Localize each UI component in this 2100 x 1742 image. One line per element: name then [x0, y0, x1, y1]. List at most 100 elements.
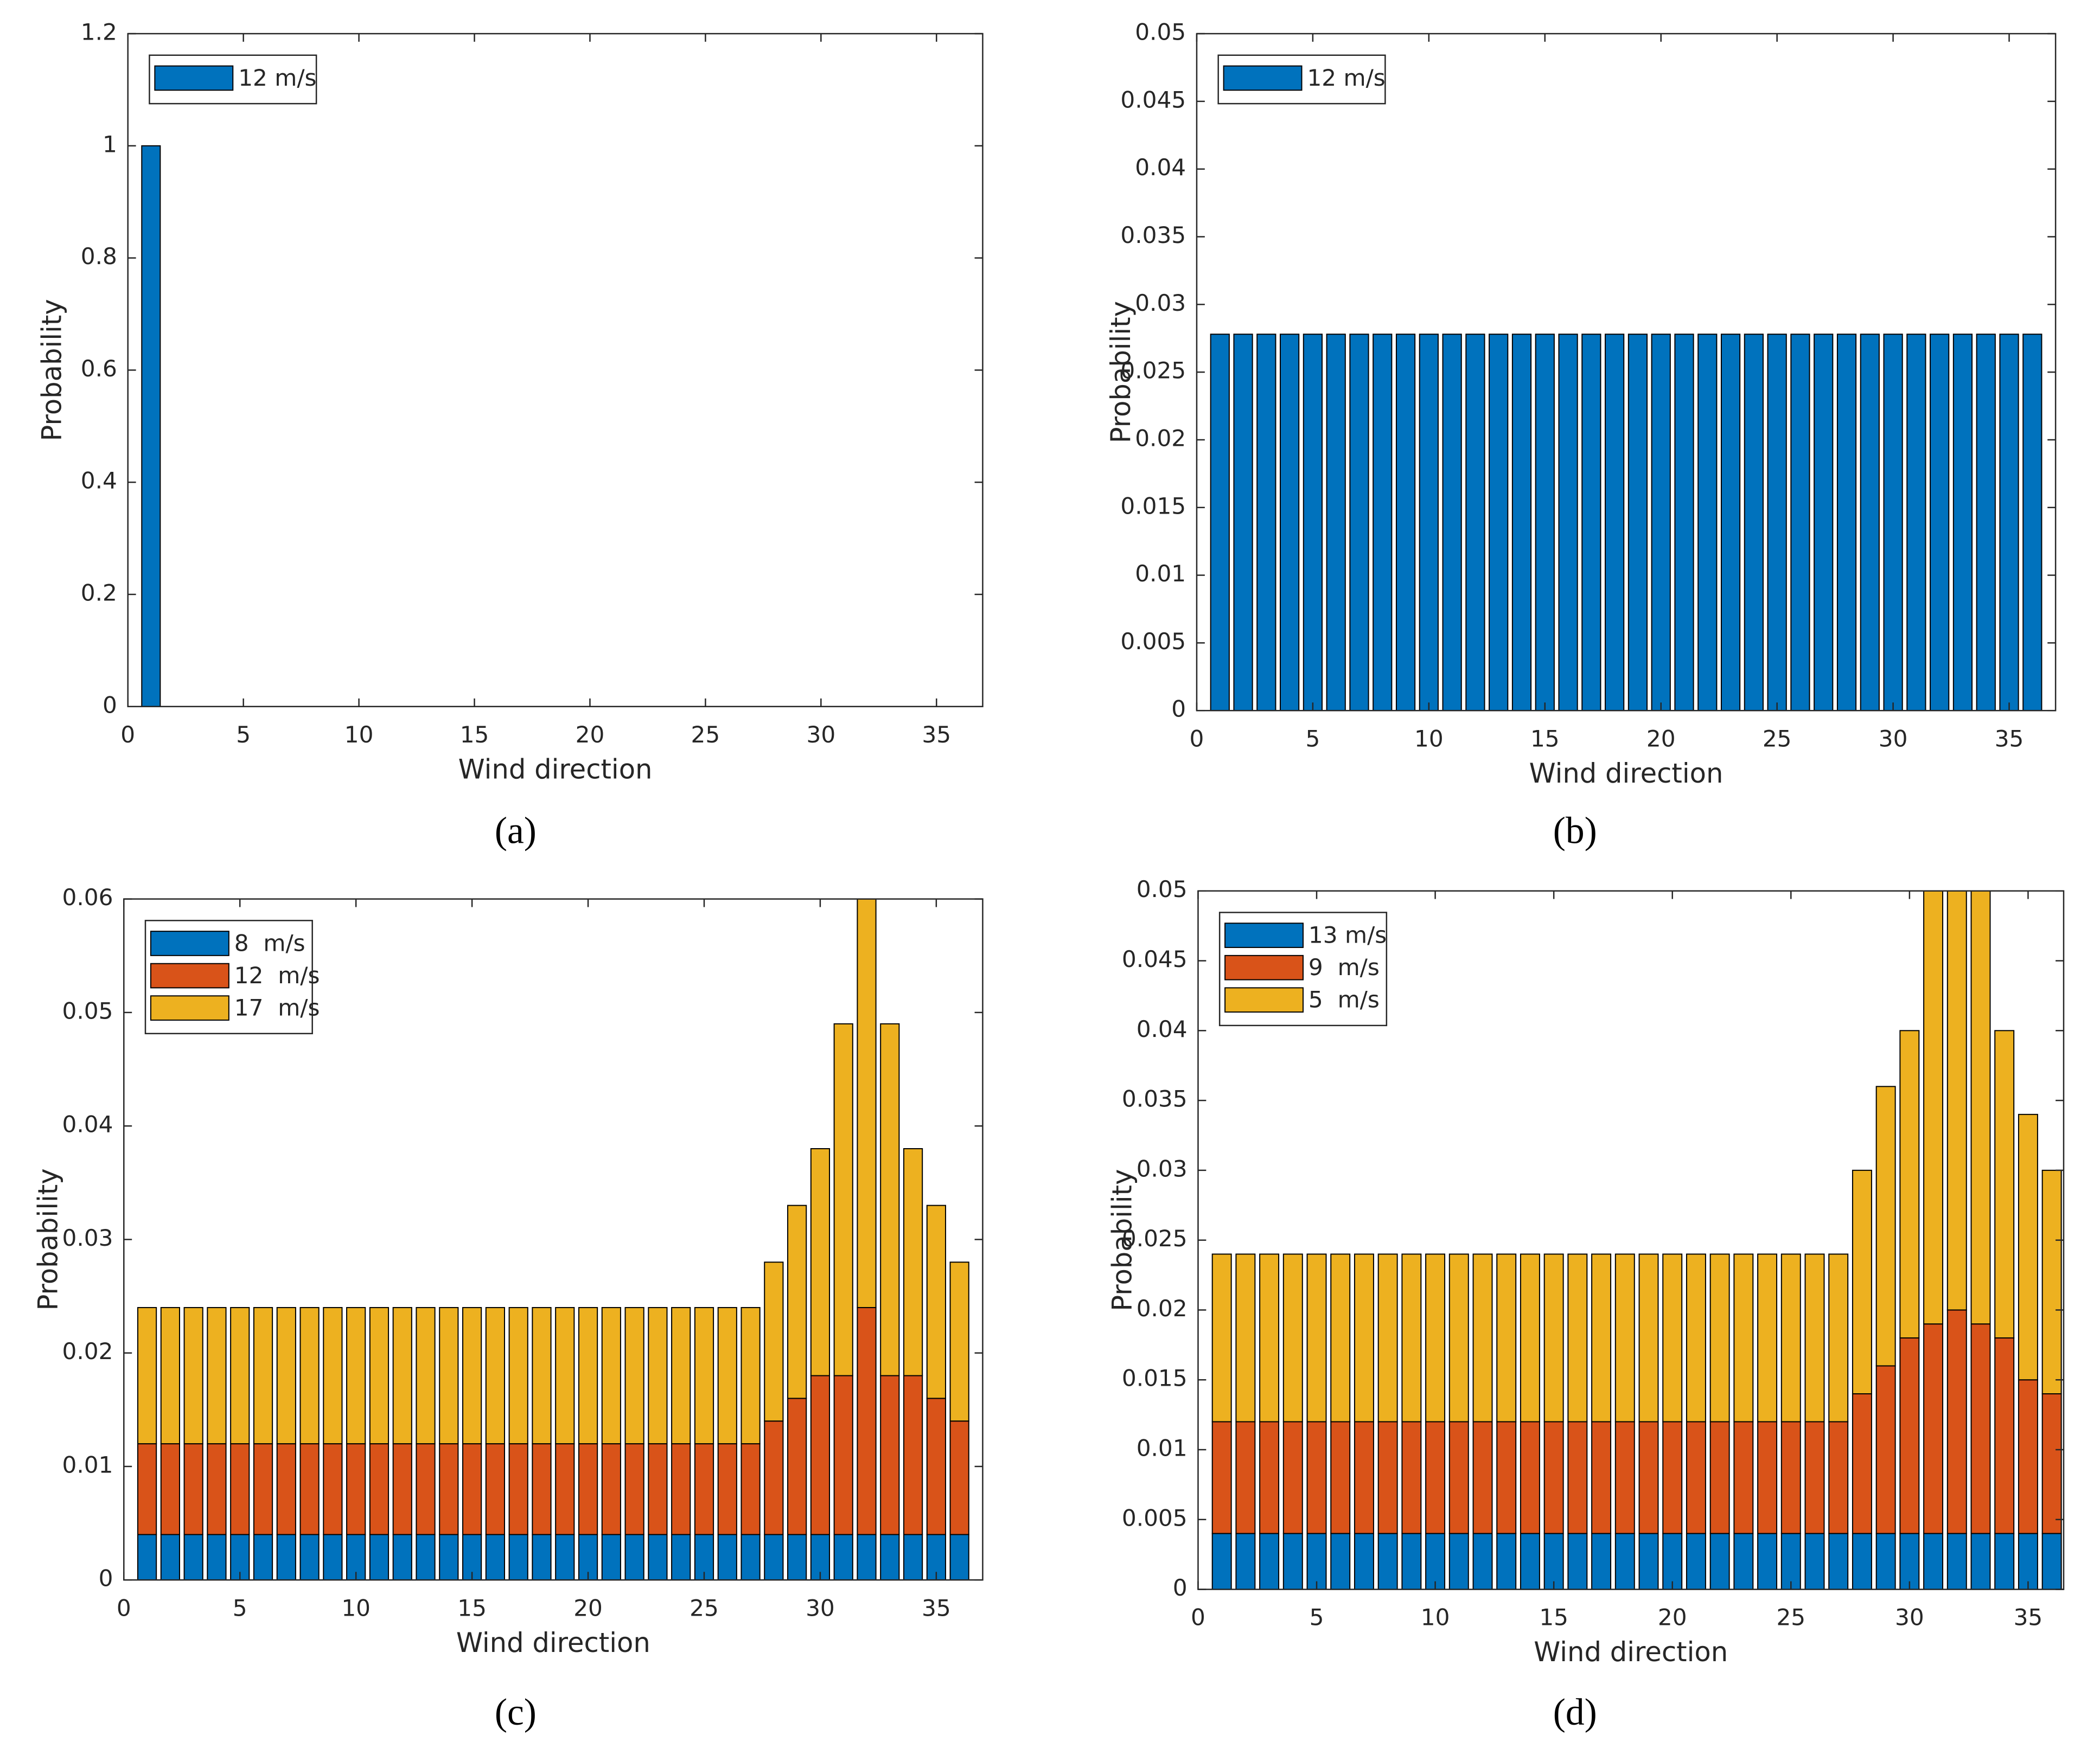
bar-segment	[1591, 1533, 1612, 1590]
bar-segment	[1744, 334, 1764, 711]
plot-area	[127, 34, 983, 707]
y-tick-label: 0.6	[81, 355, 117, 382]
y-tick-label: 1	[103, 131, 117, 157]
bar-segment	[671, 1443, 691, 1535]
bar-segment	[1211, 1533, 1232, 1590]
y-tick-label: 0.01	[1137, 1435, 1188, 1462]
y-tick-label: 0.04	[1137, 1016, 1188, 1042]
x-tick-label: 20	[573, 1594, 603, 1621]
y-tick-label: 0.03	[1135, 290, 1186, 316]
bar-segment	[2018, 1379, 2038, 1534]
bar-segment	[1567, 1253, 1588, 1423]
bar-segment	[1720, 334, 1741, 711]
x-tick-label: 30	[806, 1594, 835, 1621]
x-tick-label: 25	[690, 1594, 719, 1621]
bar-segment	[833, 1375, 853, 1535]
caption: (c)	[495, 1692, 537, 1733]
bar-segment	[439, 1534, 459, 1580]
bar-segment	[2041, 1533, 2062, 1590]
bar-segment	[1923, 1323, 1944, 1534]
bar-segment	[1303, 334, 1323, 711]
bar-segment	[1946, 1533, 1967, 1590]
bar-segment	[1733, 1533, 1754, 1590]
y-tick-label: 0.045	[1120, 86, 1186, 113]
bar-segment	[1605, 334, 1625, 711]
y-tick-label: 0	[103, 691, 117, 718]
bar-segment	[741, 1534, 761, 1580]
bar-segment	[1970, 1533, 1991, 1590]
bar-segment	[1489, 334, 1509, 711]
y-tick-label: 0.06	[62, 884, 113, 911]
y-tick-label: 0.01	[1135, 560, 1186, 587]
bars	[141, 145, 161, 707]
x-tick-label: 25	[691, 721, 720, 748]
bar-segment	[1686, 1533, 1706, 1590]
bar-segment	[903, 1375, 923, 1535]
x-tick-label: 15	[1539, 1604, 1568, 1631]
x-tick-label: 35	[922, 1594, 951, 1621]
x-tick-label: 35	[1995, 725, 2024, 752]
y-tick-label: 0.04	[62, 1111, 113, 1138]
bar-segment	[857, 1534, 877, 1580]
legend-swatch	[150, 995, 229, 1021]
x-tick-label: 0	[117, 1594, 131, 1621]
bar-segment	[857, 1306, 877, 1535]
bar-segment	[1520, 1253, 1540, 1423]
bar-segment	[299, 1306, 320, 1445]
legend-swatch	[1224, 923, 1304, 948]
legend-label: 13 m/s	[1308, 922, 1387, 949]
bar-segment	[741, 1443, 761, 1535]
bar-segment	[810, 1148, 831, 1376]
bar-segment	[1535, 334, 1555, 711]
bar-segment	[276, 1306, 296, 1445]
bar-segment	[787, 1398, 807, 1535]
legend: 12 m/s	[149, 54, 317, 105]
bar-segment	[880, 1023, 900, 1376]
y-axis-label: Probability	[1105, 301, 1137, 443]
bar-segment	[369, 1443, 390, 1535]
bar-segment	[1852, 1169, 1872, 1394]
bar-segment	[1906, 334, 1926, 711]
bar-segment	[1210, 334, 1230, 711]
bar-segment	[1558, 334, 1578, 711]
bar-segment	[1448, 1253, 1469, 1423]
y-tick-label: 0.2	[81, 579, 117, 606]
y-tick-label: 0.01	[62, 1451, 113, 1478]
bar-segment	[137, 1306, 157, 1445]
bar-segment	[717, 1534, 737, 1580]
bar-segment	[532, 1443, 552, 1535]
legend-label: 8 m/s	[234, 930, 305, 956]
bar-segment	[1543, 1253, 1564, 1423]
bar-segment	[949, 1420, 969, 1535]
bar-segment	[1852, 1393, 1872, 1534]
bar-segment	[1875, 1086, 1896, 1367]
legend-swatch	[1223, 65, 1303, 91]
bar-segment	[346, 1443, 366, 1535]
bar-segment	[253, 1534, 273, 1580]
bar-segment	[764, 1534, 784, 1580]
bar-segment	[1767, 334, 1787, 711]
bar-segment	[1852, 1533, 1872, 1590]
bar-segment	[1282, 1533, 1303, 1590]
bar-segment	[508, 1534, 528, 1580]
bar-segment	[1235, 1421, 1256, 1534]
legend-label: 9 m/s	[1308, 954, 1380, 981]
bar-segment	[462, 1443, 482, 1535]
x-tick-label: 5	[236, 721, 251, 748]
bars	[1211, 891, 2062, 1590]
bars	[1210, 334, 2042, 711]
legend-label: 12 m/s	[234, 962, 320, 989]
bar-segment	[1733, 1421, 1754, 1534]
bar-segment	[1425, 1421, 1446, 1534]
y-tick-label: 0.005	[1120, 628, 1186, 655]
bar-segment	[1757, 1533, 1778, 1590]
bar-segment	[1662, 1533, 1683, 1590]
bar-segment	[1330, 1421, 1351, 1534]
bar-segment	[1472, 1253, 1493, 1423]
caption: (a)	[495, 810, 537, 851]
bar-segment	[1373, 334, 1393, 711]
bar-segment	[1828, 1253, 1849, 1423]
bar-segment	[253, 1306, 273, 1445]
bar-segment	[949, 1261, 969, 1422]
y-tick-label: 0.035	[1122, 1086, 1188, 1112]
